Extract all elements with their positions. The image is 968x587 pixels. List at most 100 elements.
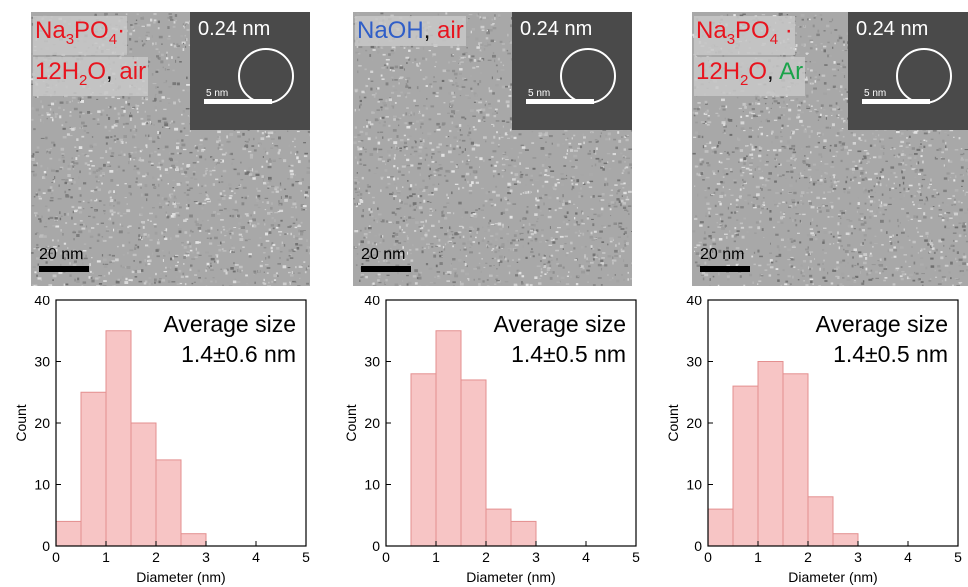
condition-label: NaOH, air xyxy=(355,16,466,48)
average-size-annotation: 1.4±0.5 nm xyxy=(833,341,948,367)
histogram-bar xyxy=(435,330,462,547)
tem-image: 0.24 nm 5 nm Na3PO4· 12H2O, air 20 nm xyxy=(31,12,310,286)
condition-text: , xyxy=(423,17,438,44)
average-size-annotation: Average size xyxy=(493,311,626,337)
y-tick-label: 40 xyxy=(686,296,702,308)
y-tick-label: 30 xyxy=(364,354,380,370)
y-tick-label: 30 xyxy=(34,354,50,370)
y-tick-label: 0 xyxy=(372,538,380,554)
x-tick-label: 3 xyxy=(202,549,210,565)
condition-text: · xyxy=(778,17,793,44)
condition-text: O xyxy=(748,57,768,85)
x-tick-label: 1 xyxy=(432,549,440,565)
condition-text: 2 xyxy=(740,71,749,89)
y-tick-label: 20 xyxy=(34,415,50,431)
hrtem-inset: 0.24 nm 5 nm xyxy=(512,12,632,130)
tem-image: 0.24 nm 5 nm Na3PO4 · 12H2O, Ar 20 nm xyxy=(692,12,968,286)
x-tick-label: 1 xyxy=(102,549,110,565)
inset-scale-label: 5 nm xyxy=(528,88,551,99)
x-tick-label: 2 xyxy=(152,549,160,565)
scale-bar xyxy=(39,266,89,272)
condition-row-1: Na3PO4· xyxy=(33,16,128,55)
histogram-bar xyxy=(782,373,809,547)
histogram-bar xyxy=(155,459,182,547)
y-axis-label: Count xyxy=(13,404,29,441)
y-tick-label: 40 xyxy=(364,296,380,308)
x-tick-label: 4 xyxy=(904,549,912,565)
histogram-bar xyxy=(510,520,537,547)
average-size-annotation: 1.4±0.6 nm xyxy=(181,341,296,367)
histogram-bar xyxy=(757,361,784,547)
y-tick-label: 10 xyxy=(686,477,702,493)
condition-row-2: 12H2O, air xyxy=(33,56,149,96)
inset-lattice-label: 0.24 nm xyxy=(198,18,271,40)
scale-label: 20 nm xyxy=(361,246,406,263)
x-tick-label: 4 xyxy=(582,549,590,565)
x-tick-label: 1 xyxy=(754,549,762,565)
x-tick-label: 5 xyxy=(302,549,310,565)
tem-image: 0.24 nm 5 nm NaOH, air 20 nm xyxy=(353,12,632,286)
histogram-bar xyxy=(732,385,759,547)
inset-scale-bar xyxy=(526,99,594,104)
x-tick-label: 2 xyxy=(482,549,490,565)
condition-text: Na xyxy=(35,17,66,44)
condition-text: 3 xyxy=(726,30,736,48)
lattice-circle xyxy=(238,48,294,104)
inset-scale-bar xyxy=(862,99,930,104)
condition-text: PO xyxy=(74,17,109,44)
scale-label: 20 nm xyxy=(39,246,84,263)
condition-text: air xyxy=(437,17,464,44)
x-axis-label: Diameter (nm) xyxy=(136,569,225,585)
x-tick-label: 3 xyxy=(854,549,862,565)
hrtem-inset: 0.24 nm 5 nm xyxy=(848,12,968,130)
y-tick-label: 20 xyxy=(364,415,380,431)
condition-row-1: NaOH, air xyxy=(355,16,466,46)
histogram-bar xyxy=(707,508,734,547)
lattice-circle xyxy=(560,48,616,104)
tem-texture xyxy=(353,12,632,286)
x-tick-label: 0 xyxy=(52,549,60,565)
condition-text: NaOH xyxy=(357,17,424,44)
histogram-bar xyxy=(460,379,487,547)
scale-bar xyxy=(700,266,750,272)
x-tick-label: 0 xyxy=(382,549,390,565)
hrtem-inset: 0.24 nm 5 nm xyxy=(190,12,310,130)
scale-label: 20 nm xyxy=(700,246,745,263)
histogram-bar xyxy=(80,391,107,547)
x-tick-label: 0 xyxy=(704,549,712,565)
x-axis-label: Diameter (nm) xyxy=(466,569,555,585)
x-axis-label: Diameter (nm) xyxy=(788,569,877,585)
histogram-3: 0 1 2 3 4 5 0 10 20 30 40 Diameter (nm) Count Average… xyxy=(665,296,962,585)
condition-text: 12H xyxy=(35,57,80,85)
condition-text: O xyxy=(87,57,107,85)
average-size-annotation: 1.4±0.5 nm xyxy=(511,341,626,367)
y-tick-label: 40 xyxy=(34,296,50,308)
inset-scale-bar xyxy=(204,99,272,104)
condition-text: air xyxy=(119,57,147,85)
histogram-2: 0 1 2 3 4 5 0 10 20 30 40 Diameter (nm) Count Average… xyxy=(343,296,640,585)
condition-text: , xyxy=(767,57,780,85)
condition-text: , xyxy=(106,57,120,85)
condition-text: · xyxy=(117,17,126,44)
condition-text: 4 xyxy=(108,30,118,48)
histogram-bar xyxy=(180,533,207,547)
y-tick-label: 0 xyxy=(694,538,702,554)
condition-label: Na3PO4· 12H2O, air xyxy=(33,16,149,98)
condition-text: PO xyxy=(735,17,770,44)
condition-text: 12H xyxy=(696,57,741,85)
x-tick-label: 5 xyxy=(632,549,640,565)
y-tick-label: 30 xyxy=(686,354,702,370)
x-tick-label: 5 xyxy=(954,549,962,565)
y-tick-label: 20 xyxy=(686,415,702,431)
histogram-bar xyxy=(485,508,512,547)
histogram-bar xyxy=(130,422,157,547)
y-tick-label: 10 xyxy=(364,477,380,493)
condition-text: 4 xyxy=(769,30,779,48)
y-tick-label: 0 xyxy=(42,538,50,554)
inset-scale-label: 5 nm xyxy=(864,88,887,99)
inset-scale-label: 5 nm xyxy=(206,88,229,99)
condition-text: Na xyxy=(696,17,727,44)
histogram-bar xyxy=(105,330,132,547)
condition-text: 2 xyxy=(79,71,88,89)
inset-lattice-label: 0.24 nm xyxy=(520,18,593,40)
